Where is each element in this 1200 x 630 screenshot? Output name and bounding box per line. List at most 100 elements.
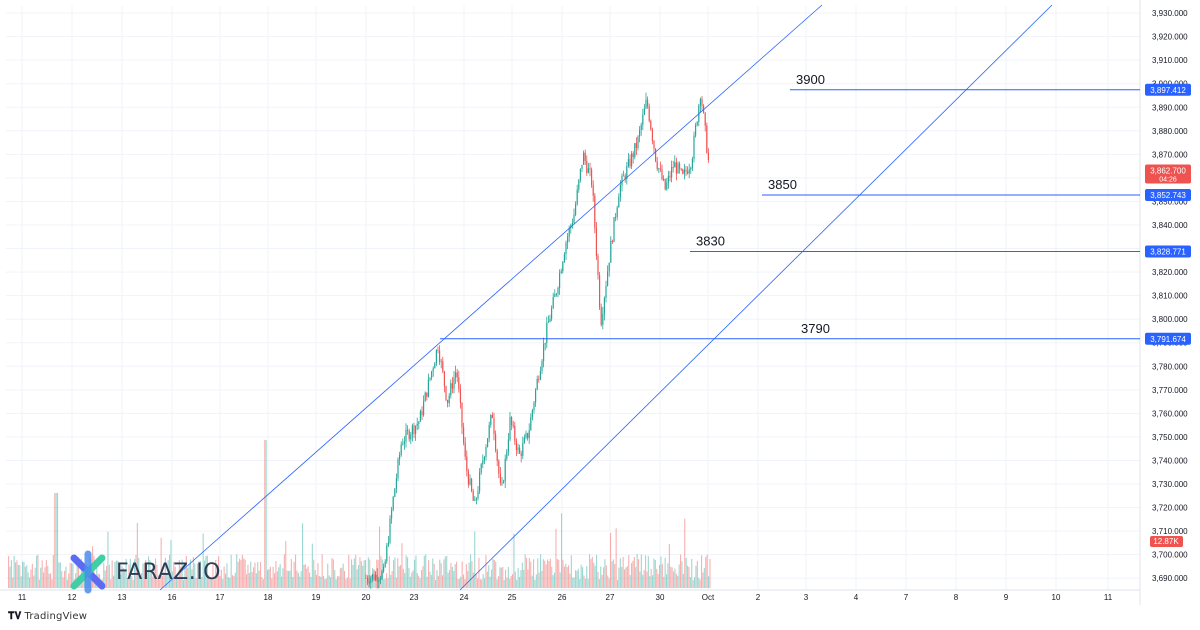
price-tick-label: 3,920.000 xyxy=(1152,33,1188,42)
price-tick-label: 3,880.000 xyxy=(1152,127,1188,136)
volume-bar xyxy=(260,561,262,588)
candle-body xyxy=(688,169,690,174)
candle-body xyxy=(429,377,431,380)
volume-bar xyxy=(36,555,38,588)
volume-bar xyxy=(356,569,358,588)
candle-body xyxy=(451,383,453,389)
volume-bar xyxy=(484,578,486,588)
volume-bar xyxy=(127,578,129,588)
volume-bar xyxy=(498,576,500,588)
volume-bar xyxy=(37,554,39,588)
volume-bar xyxy=(394,557,396,588)
volume-bar xyxy=(388,556,390,588)
tradingview-footer[interactable]: 𝐓𝐕 TradingView xyxy=(8,611,87,622)
volume-bar xyxy=(120,574,122,588)
volume-bar xyxy=(44,567,46,588)
volume-bar xyxy=(113,575,115,588)
volume-bar xyxy=(478,557,480,588)
candle-body xyxy=(549,319,551,322)
time-tick-label: 10 xyxy=(1052,593,1061,602)
time-tick-label: 11 xyxy=(18,593,27,602)
volume-bar xyxy=(149,560,151,588)
volume-bar xyxy=(281,576,283,588)
volume-bar xyxy=(527,569,529,588)
volume-bar xyxy=(183,579,185,588)
volume-bar xyxy=(482,574,484,588)
time-axis[interactable]: 11 12 13 16 17 18 19 20 23 24 25 26 27 30 Oct 2 3 4 7 8 9 10 1… xyxy=(18,593,1113,602)
volume-bar xyxy=(160,537,162,588)
candle-body xyxy=(645,99,647,109)
volume-bar xyxy=(206,555,208,588)
volume-bar xyxy=(675,573,677,588)
volume-bar xyxy=(300,571,302,588)
volume-bar xyxy=(645,555,647,588)
candle-body xyxy=(415,425,417,434)
volume-bar xyxy=(626,566,628,588)
volume-bar xyxy=(278,567,280,588)
volume-bar xyxy=(124,569,126,588)
time-tick-label: Oct xyxy=(702,593,715,602)
volume-bar xyxy=(537,558,539,588)
candle-body xyxy=(459,388,461,403)
volume-bar xyxy=(544,560,546,588)
volume-bar xyxy=(338,576,340,588)
volume-bar xyxy=(454,564,456,588)
time-tick-label: 20 xyxy=(362,593,371,602)
time-tick-label: 2 xyxy=(756,593,761,602)
volume-bar xyxy=(689,577,691,588)
volume-bar xyxy=(240,560,242,588)
volume-bar xyxy=(584,578,586,588)
candle-body xyxy=(611,240,613,242)
volume-bar xyxy=(349,578,351,588)
volume-bar xyxy=(657,574,659,588)
candle-body xyxy=(405,429,407,442)
candle-body xyxy=(523,437,525,444)
volume-bar xyxy=(512,574,514,588)
volume-bar xyxy=(194,563,196,588)
volume-bar xyxy=(274,573,276,588)
volume-bar xyxy=(628,555,630,588)
price-tick-label: 3,710.000 xyxy=(1152,527,1188,536)
volume-bar xyxy=(213,579,215,588)
volume-bar xyxy=(500,567,502,588)
tradingview-logo-icon: 𝐓𝐕 xyxy=(8,611,22,622)
volume-bar xyxy=(159,579,161,588)
volume-bar xyxy=(282,568,284,588)
volume-bar xyxy=(524,554,526,588)
volume-bar xyxy=(285,541,287,588)
volume-bar xyxy=(108,564,110,588)
volume-bar xyxy=(573,577,575,588)
volume-bar xyxy=(208,575,210,588)
time-tick-label: 4 xyxy=(854,593,859,602)
volume-bar xyxy=(296,570,298,588)
candle-body xyxy=(519,447,521,454)
candle-body xyxy=(386,545,388,562)
current-price-text: 3,862.700 xyxy=(1150,167,1186,176)
volume-bar xyxy=(169,554,171,588)
volume-bar xyxy=(174,566,176,588)
volume-bar xyxy=(61,570,63,588)
candle-body xyxy=(531,409,533,418)
candle-body xyxy=(487,438,489,448)
volume-bar xyxy=(271,578,273,588)
volume-bar xyxy=(561,513,563,588)
volume-bar xyxy=(505,569,507,588)
volume-bar xyxy=(444,556,446,588)
price-tick-label: 3,800.000 xyxy=(1152,315,1188,324)
candle-body xyxy=(392,496,394,510)
volume-bar xyxy=(220,569,222,588)
candle-body xyxy=(624,175,626,180)
volume-bar xyxy=(76,560,78,588)
volume-bars xyxy=(8,440,711,588)
horizontal-levels[interactable]: 3900 3850 3830 3790 xyxy=(440,72,1140,340)
volume-bar xyxy=(143,562,145,588)
volume-bar xyxy=(164,557,166,588)
candle-body xyxy=(629,159,631,167)
trend-channel[interactable] xyxy=(159,4,1053,591)
volume-bar xyxy=(437,575,439,588)
volume-bar xyxy=(432,558,434,588)
volume-bar xyxy=(468,562,470,588)
candle-body xyxy=(395,478,397,489)
volume-bar xyxy=(582,567,584,588)
